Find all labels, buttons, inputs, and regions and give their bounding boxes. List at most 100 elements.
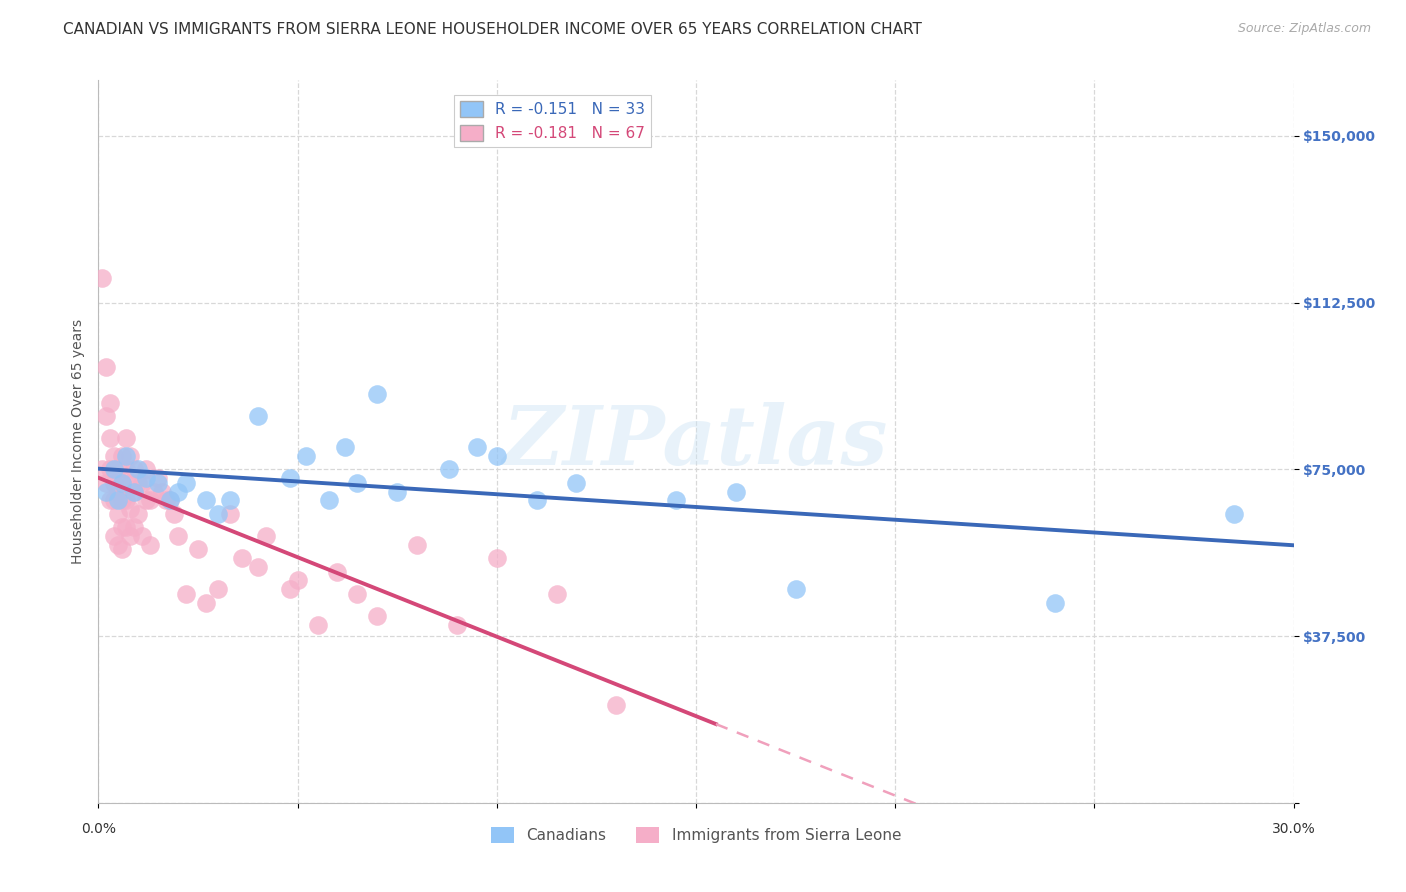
Point xyxy=(131,475,153,490)
Point xyxy=(665,493,688,508)
Text: 30.0%: 30.0% xyxy=(1271,822,1316,837)
Point xyxy=(148,471,170,485)
Point xyxy=(366,386,388,401)
Point xyxy=(195,493,218,508)
Point xyxy=(174,475,197,490)
Legend: Canadians, Immigrants from Sierra Leone: Canadians, Immigrants from Sierra Leone xyxy=(485,822,907,849)
Point xyxy=(231,551,253,566)
Point xyxy=(96,484,118,499)
Point xyxy=(96,360,118,375)
Point xyxy=(195,596,218,610)
Point xyxy=(163,507,186,521)
Point xyxy=(465,440,488,454)
Point xyxy=(254,529,277,543)
Point xyxy=(120,449,142,463)
Point xyxy=(111,449,134,463)
Point xyxy=(111,475,134,490)
Point xyxy=(335,440,357,454)
Point xyxy=(219,507,242,521)
Point xyxy=(246,560,269,574)
Point xyxy=(120,529,142,543)
Point xyxy=(115,520,138,534)
Point xyxy=(103,493,125,508)
Point xyxy=(103,529,125,543)
Point xyxy=(111,493,134,508)
Point xyxy=(120,475,142,490)
Point xyxy=(115,493,138,508)
Point xyxy=(155,493,177,508)
Point xyxy=(120,502,142,516)
Point xyxy=(167,529,190,543)
Point xyxy=(485,449,508,463)
Point xyxy=(287,574,309,588)
Point xyxy=(98,462,122,476)
Text: 0.0%: 0.0% xyxy=(82,822,115,837)
Point xyxy=(135,493,157,508)
Point xyxy=(485,551,508,566)
Point xyxy=(124,462,146,476)
Point xyxy=(148,475,170,490)
Point xyxy=(107,462,129,476)
Point xyxy=(307,618,329,632)
Point xyxy=(107,538,129,552)
Point xyxy=(207,507,229,521)
Point xyxy=(385,484,409,499)
Text: ZIPatlas: ZIPatlas xyxy=(503,401,889,482)
Point xyxy=(187,542,209,557)
Text: CANADIAN VS IMMIGRANTS FROM SIERRA LEONE HOUSEHOLDER INCOME OVER 65 YEARS CORREL: CANADIAN VS IMMIGRANTS FROM SIERRA LEONE… xyxy=(63,22,922,37)
Point xyxy=(1043,596,1066,610)
Point xyxy=(605,698,627,712)
Point xyxy=(150,484,173,499)
Point xyxy=(98,395,122,409)
Point xyxy=(107,507,129,521)
Point xyxy=(124,520,146,534)
Point xyxy=(346,475,368,490)
Point xyxy=(278,471,301,485)
Point xyxy=(326,565,349,579)
Point xyxy=(1223,507,1246,521)
Point xyxy=(96,409,118,423)
Point xyxy=(724,484,747,499)
Point xyxy=(526,493,548,508)
Point xyxy=(785,582,807,597)
Point xyxy=(135,462,157,476)
Point xyxy=(127,475,149,490)
Point xyxy=(103,449,125,463)
Point xyxy=(91,271,114,285)
Point xyxy=(167,484,190,499)
Point xyxy=(219,493,242,508)
Point xyxy=(111,475,134,490)
Point xyxy=(107,484,129,499)
Point xyxy=(111,520,134,534)
Point xyxy=(124,484,146,499)
Point xyxy=(135,471,157,485)
Point xyxy=(98,493,122,508)
Point xyxy=(127,462,149,476)
Point xyxy=(565,475,588,490)
Point xyxy=(546,587,568,601)
Point xyxy=(318,493,340,508)
Point xyxy=(103,475,125,490)
Point xyxy=(346,587,368,601)
Point xyxy=(98,431,122,445)
Point xyxy=(207,582,229,597)
Point xyxy=(96,475,118,490)
Point xyxy=(437,462,460,476)
Point xyxy=(446,618,468,632)
Point xyxy=(115,462,138,476)
Point xyxy=(111,542,134,557)
Point xyxy=(124,484,146,499)
Point xyxy=(103,462,125,476)
Point xyxy=(127,507,149,521)
Point xyxy=(115,431,138,445)
Point xyxy=(91,462,114,476)
Point xyxy=(278,582,301,597)
Point xyxy=(174,587,197,601)
Point xyxy=(115,449,138,463)
Point xyxy=(159,493,181,508)
Point xyxy=(246,409,269,423)
Point xyxy=(406,538,429,552)
Point xyxy=(143,484,166,499)
Point xyxy=(131,529,153,543)
Point xyxy=(159,493,181,508)
